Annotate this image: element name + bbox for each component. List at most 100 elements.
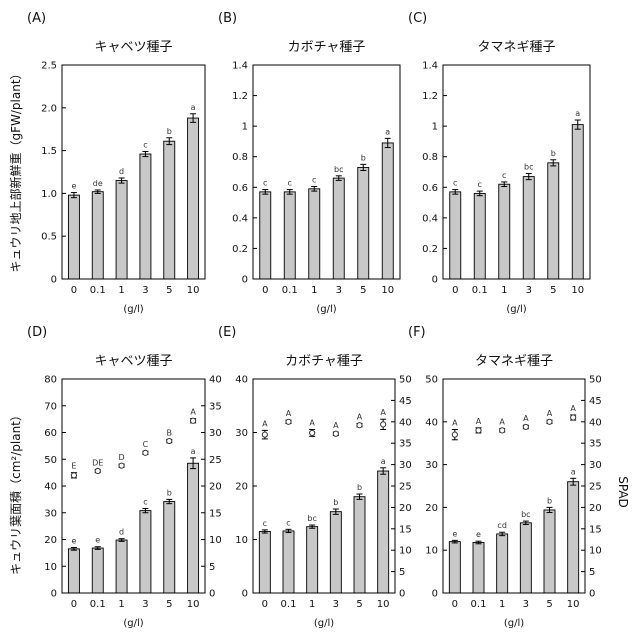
y2-tick-label: 45 xyxy=(399,396,412,407)
bar xyxy=(116,540,127,593)
spad-point xyxy=(333,431,338,436)
spad-significance-letter: A xyxy=(357,413,363,422)
spad-significance-letter: A xyxy=(499,418,505,427)
panel-letter: (C) xyxy=(408,11,427,26)
spad-point xyxy=(476,428,481,433)
significance-letter: b xyxy=(551,149,556,158)
plot-frame xyxy=(443,65,590,279)
y-tick-label: 30 xyxy=(235,428,248,439)
y-tick-label: 0.4 xyxy=(232,213,248,224)
y-tick-label: 1.2 xyxy=(232,91,248,102)
spad-point xyxy=(95,468,100,473)
y-tick-label: 40 xyxy=(425,417,438,428)
bar xyxy=(358,167,369,279)
spad-significance-letter: A xyxy=(380,408,386,417)
x-axis-unit: (g/l) xyxy=(504,618,524,629)
x-tick-label: 1 xyxy=(118,285,124,296)
y-tick-label: 0 xyxy=(242,589,248,600)
x-tick-label: 0 xyxy=(262,285,268,296)
y2-tick-label: 0 xyxy=(589,589,595,600)
spad-significance-letter: C xyxy=(143,440,149,449)
x-tick-label: 0 xyxy=(262,599,268,610)
significance-letter: a xyxy=(385,127,390,136)
y2-tick-label: 35 xyxy=(209,401,222,412)
y-tick-label: 40 xyxy=(235,375,248,386)
spad-significance-letter: B xyxy=(167,428,173,437)
significance-letter: a xyxy=(191,103,196,112)
spad-significance-letter: A xyxy=(547,409,553,418)
significance-letter: b xyxy=(361,153,366,162)
significance-letter: bc xyxy=(524,163,533,172)
panel-letter: (E) xyxy=(218,325,236,340)
y-tick-label: 1.2 xyxy=(422,91,438,102)
y2-tick-label: 5 xyxy=(589,567,595,578)
significance-letter: c xyxy=(263,179,267,188)
y-tick-label: 2.5 xyxy=(41,61,57,72)
plot-frame xyxy=(62,65,205,279)
x-tick-label: 1 xyxy=(501,285,507,296)
panel-title: タマネギ種子 xyxy=(475,353,553,369)
bar xyxy=(283,531,294,593)
x-tick-label: 5 xyxy=(546,599,552,610)
y-tick-label: 0.8 xyxy=(232,152,248,163)
panel-letter: (D) xyxy=(27,325,47,340)
y-tick-label: 10 xyxy=(235,535,248,546)
y2-tick-label: 20 xyxy=(589,503,602,514)
y2-tick-label: 35 xyxy=(399,439,412,450)
spad-point xyxy=(286,419,291,424)
significance-letter: a xyxy=(191,447,196,456)
y-tick-label: 50 xyxy=(425,375,438,386)
y-tick-label: 2.0 xyxy=(41,103,57,114)
significance-letter: c xyxy=(453,179,457,188)
bar xyxy=(68,195,79,279)
y-tick-label: 60 xyxy=(44,428,57,439)
spad-significance-letter: E xyxy=(71,462,76,471)
y-tick-label: 20 xyxy=(425,503,438,514)
significance-letter: e xyxy=(476,530,481,539)
significance-letter: e xyxy=(95,536,100,545)
y-tick-label: 0.4 xyxy=(422,213,438,224)
significance-letter: a xyxy=(575,109,580,118)
y-tick-label: 1 xyxy=(432,122,438,133)
y-axis-label-leaf-area: キュウリ葉面積（cm²/plant） xyxy=(8,409,23,575)
y2-tick-label: 15 xyxy=(399,524,412,535)
bar xyxy=(450,192,461,279)
y-tick-label: 0.6 xyxy=(232,183,248,194)
spad-significance-letter: A xyxy=(570,404,576,413)
y-tick-label: 50 xyxy=(44,455,57,466)
y2-tick-label: 25 xyxy=(589,482,602,493)
y-tick-label: 10 xyxy=(425,546,438,557)
y2-tick-label: 10 xyxy=(399,546,412,557)
y-tick-label: 0.6 xyxy=(422,183,438,194)
significance-letter: b xyxy=(333,498,338,507)
y2-tick-label: 30 xyxy=(209,428,222,439)
significance-letter: c xyxy=(502,171,506,180)
spad-point xyxy=(523,424,528,429)
x-axis-unit: (g/l) xyxy=(506,304,526,315)
x-axis-unit: (g/l) xyxy=(123,304,143,315)
bar xyxy=(188,463,199,593)
y-tick-label: 0 xyxy=(432,275,438,286)
y-tick-label: 1.4 xyxy=(422,61,438,72)
x-tick-label: 3 xyxy=(142,599,148,610)
significance-letter: b xyxy=(357,483,362,492)
x-tick-label: 1 xyxy=(309,599,315,610)
x-tick-label: 3 xyxy=(526,285,532,296)
spad-significance-letter: D xyxy=(118,453,124,462)
x-tick-label: 10 xyxy=(571,285,584,296)
bar xyxy=(140,511,151,593)
x-tick-label: 5 xyxy=(360,285,366,296)
x-tick-label: 0.1 xyxy=(90,285,106,296)
spad-significance-letter: A xyxy=(190,408,196,417)
x-tick-label: 0 xyxy=(452,599,458,610)
spad-significance-letter: A xyxy=(452,419,458,428)
x-tick-label: 5 xyxy=(166,285,172,296)
bar xyxy=(260,192,271,279)
x-tick-label: 0 xyxy=(71,599,77,610)
significance-letter: c xyxy=(143,140,147,149)
spad-point xyxy=(190,418,195,423)
spad-point xyxy=(357,423,362,428)
y-tick-label: 80 xyxy=(44,375,57,386)
plot-frame xyxy=(443,379,585,593)
significance-letter: de xyxy=(93,179,103,188)
